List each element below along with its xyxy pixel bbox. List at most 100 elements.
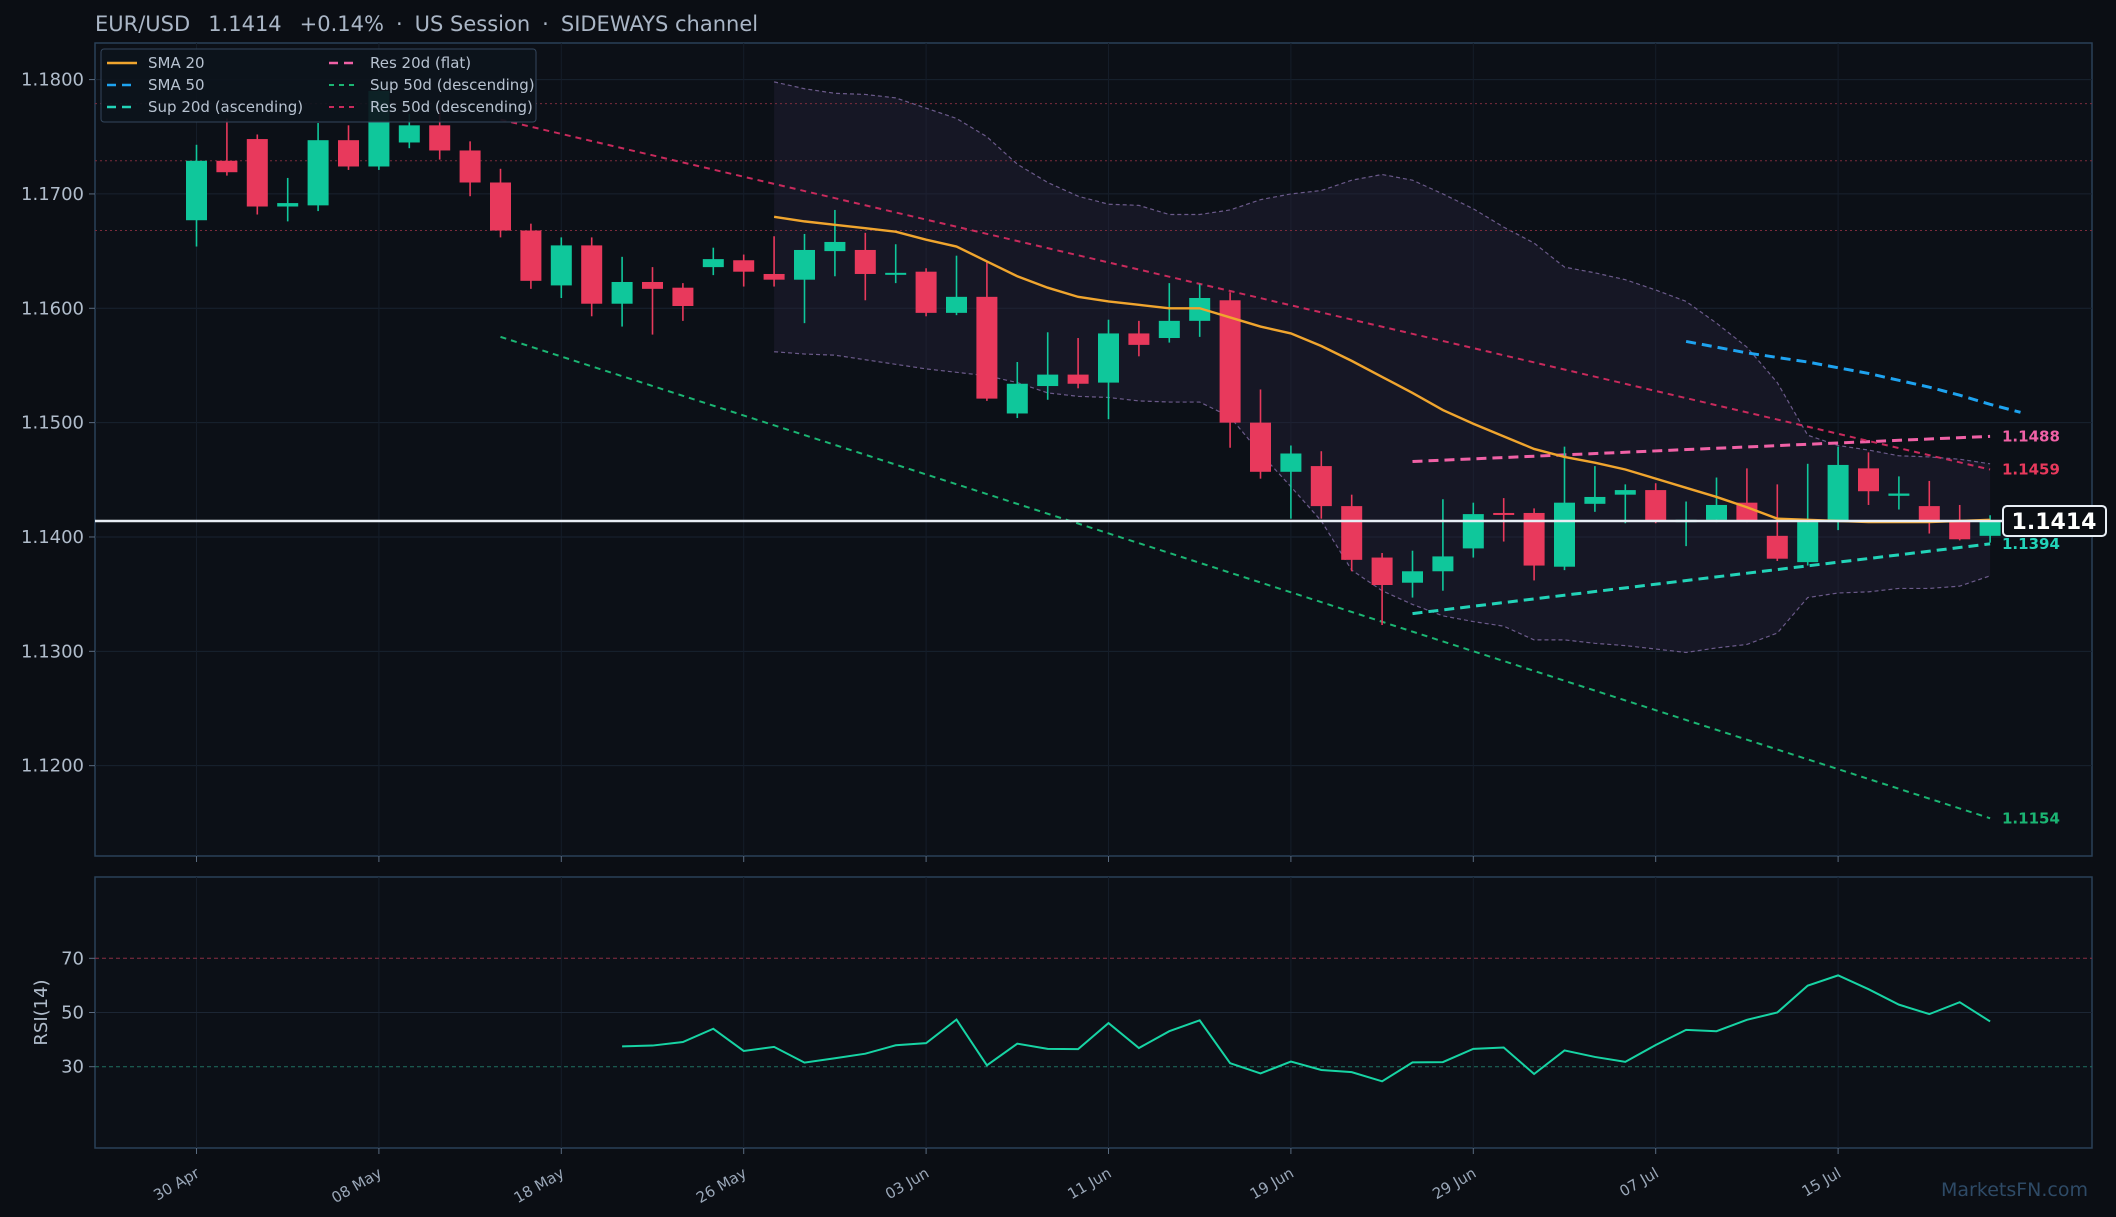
chart-header: EUR/USD 1.1414 +0.14% · US Session · SIDEWAYS … — [95, 12, 758, 36]
candle-bearish — [338, 125, 359, 170]
candle-body — [520, 230, 542, 281]
candle-body — [1584, 496, 1606, 504]
candle-body — [277, 203, 299, 207]
candle-bearish — [642, 267, 663, 335]
candle-bullish — [702, 247, 724, 276]
candle-bearish — [581, 237, 603, 317]
candle-bearish — [1918, 480, 1940, 534]
chart-legend: SMA 20 SMA 50 Sup 20d (ascending) Res 20… — [100, 48, 537, 123]
candle-body — [1614, 490, 1636, 495]
candle-body — [1250, 422, 1271, 472]
sma50-line — [1685, 339, 2021, 414]
header-separator-1: · — [396, 12, 403, 36]
header-regime: SIDEWAYS channel — [561, 12, 758, 36]
legend-label-res50: Res 50d (descending) — [370, 98, 533, 116]
candle-bullish — [1614, 484, 1636, 524]
candle-body — [1554, 502, 1575, 567]
candle-body — [1432, 556, 1454, 572]
trendline-sup-20d-ascending — [1412, 542, 1991, 616]
trendline-level-label: 1.1394 — [2002, 535, 2060, 553]
candle-bearish — [1766, 484, 1788, 561]
candle-bullish — [946, 255, 967, 316]
candle-body — [1128, 333, 1150, 345]
candle-body — [1858, 468, 1879, 492]
candle-body — [794, 249, 815, 280]
candle-body — [1706, 504, 1727, 520]
price-y-tick-label: 1.1500 — [21, 413, 84, 434]
candle-bullish — [307, 123, 329, 212]
candle-bearish — [1858, 452, 1879, 505]
last-price-label: 1.1414 — [2012, 510, 2097, 535]
price-panel-frame — [94, 42, 2093, 857]
candle-bullish — [824, 209, 846, 277]
bollinger-upper-line — [773, 81, 1991, 465]
candle-body — [1493, 512, 1515, 515]
candle-bearish — [976, 262, 998, 401]
candle-bullish — [1706, 477, 1727, 523]
candle-bearish — [1250, 389, 1271, 479]
candle-bullish — [1827, 446, 1849, 531]
price-plot: 1.1414 1.1488 1.1459 1.1394 1.1154 — [95, 43, 2107, 856]
rsi-plot — [95, 877, 2092, 1148]
candle-body — [1979, 520, 2001, 536]
candle-bearish — [1949, 504, 1971, 541]
candle-bearish — [1341, 494, 1363, 572]
candle-body — [946, 296, 967, 313]
header-price: 1.1414 — [208, 12, 281, 36]
rsi-axis-label: RSI(14) — [31, 979, 52, 1045]
rsi-line — [622, 974, 1991, 1083]
candle-body — [854, 249, 876, 274]
legend-label-sma50: SMA 50 — [148, 76, 205, 94]
trendline-res-20d-flat — [1412, 434, 1991, 464]
trendline-res-50d-descending — [500, 118, 1991, 471]
candle-body — [824, 241, 846, 252]
candle-body — [1797, 522, 1819, 563]
candle-bullish — [277, 177, 299, 222]
candle-body — [976, 296, 998, 399]
candle-bearish — [246, 134, 268, 215]
watermark: MarketsFN.com — [1941, 1179, 2088, 1201]
rsi-y-tick-label: 30 — [61, 1057, 84, 1078]
candle-body — [307, 140, 329, 206]
candle-body — [1949, 520, 1971, 540]
trendline-level-label: 1.1488 — [2002, 427, 2060, 445]
candle-body — [1827, 464, 1849, 523]
trendline-level-label: 1.1154 — [2002, 809, 2060, 827]
price-y-tick-label: 1.1700 — [21, 184, 84, 205]
candle-body — [490, 182, 511, 231]
legend-label-sup20: Sup 20d (ascending) — [148, 98, 303, 116]
candle-bearish — [1310, 451, 1332, 519]
rsi-y-tick-label: 70 — [61, 948, 84, 969]
candle-body — [1523, 512, 1545, 566]
header-session: US Session — [415, 12, 531, 36]
legend-box — [100, 48, 537, 123]
price-y-tick-label: 1.1800 — [21, 70, 84, 91]
candle-body — [1462, 514, 1484, 549]
candle-bullish — [1462, 502, 1484, 558]
candle-body — [733, 260, 755, 272]
candle-bullish — [1554, 446, 1575, 571]
legend-label-res20: Res 20d (flat) — [370, 54, 471, 72]
candle-body — [1067, 374, 1089, 384]
candle-body — [429, 125, 451, 151]
candle-body — [398, 125, 420, 143]
candle-body — [1766, 535, 1788, 559]
candle-bearish — [1371, 552, 1393, 626]
candle-bearish — [854, 232, 876, 301]
candle-body — [1341, 506, 1363, 560]
candle-body — [1158, 320, 1180, 339]
candle-bearish — [1128, 320, 1150, 357]
candle-body — [915, 271, 937, 313]
candle-body — [642, 281, 663, 289]
candle-body — [1402, 571, 1423, 583]
candle-bullish — [1280, 445, 1302, 519]
trendline-sup-50d-descending — [500, 335, 1991, 820]
sma20-line — [773, 215, 1991, 524]
candle-body — [1006, 383, 1028, 414]
candle-bullish — [1158, 283, 1180, 343]
price-y-tick-label: 1.1600 — [21, 298, 84, 319]
candle-bearish — [490, 168, 511, 238]
trendline-level-label: 1.1459 — [2002, 461, 2060, 479]
header-change: +0.14% — [300, 12, 384, 36]
